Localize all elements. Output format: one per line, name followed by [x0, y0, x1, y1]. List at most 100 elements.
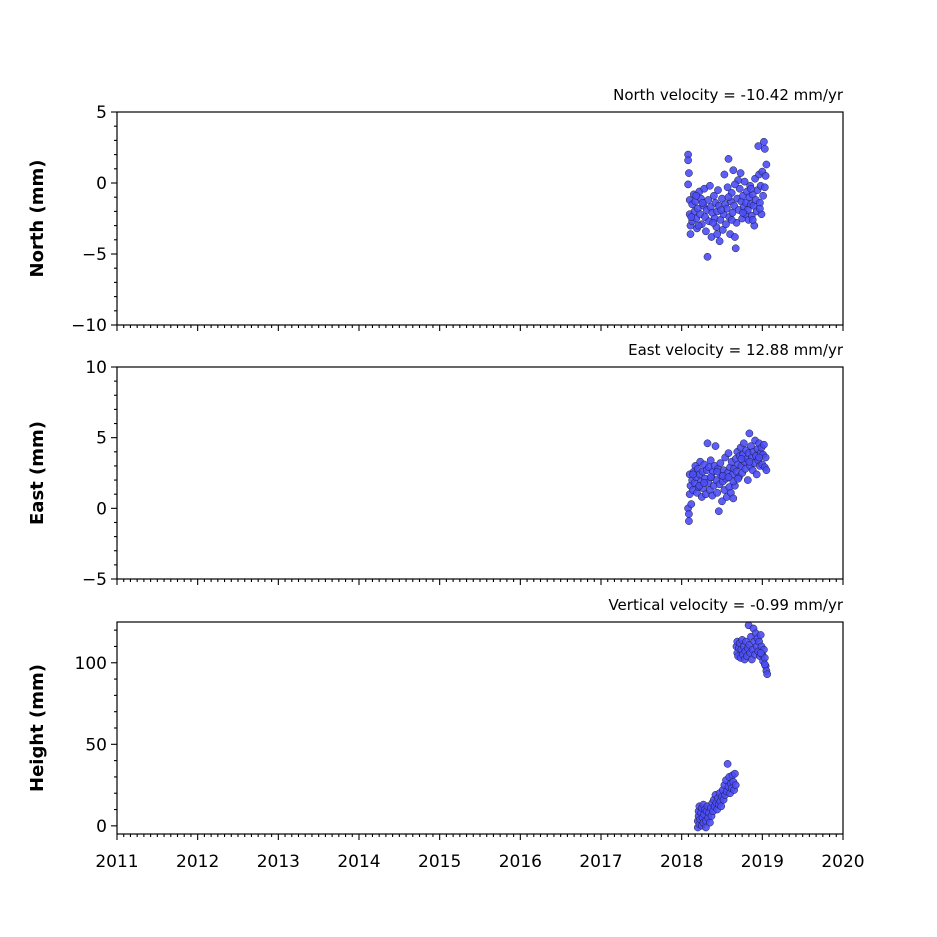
- north-data-point: [706, 181, 714, 190]
- x-tick-label: 2020: [821, 852, 864, 872]
- north-y-tick-label: −10: [71, 316, 107, 336]
- north-data-point: [722, 220, 730, 229]
- east-y-tick-label: 5: [96, 429, 107, 449]
- east-data-point: [739, 439, 748, 448]
- north-data-point: [761, 172, 770, 180]
- height-y-tick-label: 0: [96, 817, 107, 837]
- north-data-point: [685, 169, 693, 177]
- x-tick-label: 2018: [660, 852, 703, 872]
- north-data-point: [684, 180, 692, 189]
- east-y-tick-label: 10: [85, 358, 107, 378]
- east-data-point: [714, 507, 723, 516]
- height-data-point: [731, 781, 740, 789]
- east-data-point: [761, 453, 770, 462]
- east-data-point: [729, 494, 738, 503]
- north-data-point: [728, 208, 737, 217]
- north-data-point: [727, 216, 736, 224]
- east-data-point: [689, 470, 697, 479]
- east-data-point: [687, 500, 696, 508]
- north-data-point: [730, 201, 738, 210]
- height-data-point: [723, 760, 732, 768]
- north-data-point: [731, 180, 739, 189]
- north-data-point: [756, 204, 764, 213]
- x-tick-label: 2019: [741, 852, 784, 872]
- north-y-tick-label: 5: [96, 103, 107, 123]
- height-data-point: [717, 802, 726, 811]
- east-data-point: [713, 488, 722, 497]
- north-data-point: [720, 170, 729, 179]
- height-y-tick-label: 100: [75, 654, 107, 674]
- north-data-point: [736, 169, 745, 177]
- north-data-point: [739, 208, 747, 217]
- east-data-point: [716, 459, 725, 467]
- north-data-point: [731, 244, 740, 253]
- height-data-point: [763, 670, 772, 679]
- north-data-point: [694, 221, 703, 230]
- north-data-point: [713, 230, 722, 238]
- x-tick-label: 2016: [499, 852, 542, 872]
- east-data-point: [743, 476, 752, 484]
- east-data-point: [685, 517, 693, 525]
- north-data-point: [760, 145, 769, 153]
- east-data-point: [703, 439, 712, 448]
- height-data-point: [731, 769, 739, 778]
- east-data-point: [762, 466, 771, 475]
- east-data-point: [745, 457, 754, 466]
- east-data-point: [760, 440, 768, 449]
- north-data-point: [714, 186, 722, 194]
- east-y-tick-label: 0: [96, 499, 107, 519]
- east-data-point: [713, 467, 722, 476]
- north-data-point: [724, 155, 733, 163]
- height-data-point: [760, 660, 769, 669]
- east-data-point: [737, 455, 746, 463]
- east-data-point: [755, 453, 763, 462]
- north-y-tick-label: 0: [96, 174, 107, 194]
- height-axis-label: Height (mm): [27, 664, 48, 792]
- x-tick-label: 2013: [257, 852, 300, 872]
- north-data-point: [740, 177, 749, 186]
- north-data-point: [715, 237, 724, 246]
- east-data-point: [700, 479, 709, 487]
- east-data-point: [745, 429, 754, 438]
- north-data-point: [723, 183, 732, 192]
- east-data-point: [711, 442, 720, 450]
- east-velocity-annotation: East velocity = 12.88 mm/yr: [628, 341, 844, 359]
- east-data-point: [685, 510, 693, 518]
- east-data-point: [752, 470, 761, 479]
- height-velocity-annotation: Vertical velocity = -0.99 mm/yr: [608, 596, 843, 614]
- x-tick-label: 2014: [337, 852, 380, 872]
- height-data-point: [706, 818, 714, 827]
- north-data-point: [760, 183, 769, 192]
- x-tick-label: 2012: [176, 852, 219, 872]
- height-y-tick-label: 50: [85, 735, 107, 755]
- east-data-point: [706, 456, 715, 465]
- x-tick-label: 2015: [418, 852, 461, 872]
- east-axis-label: East (mm): [27, 421, 48, 525]
- east-data-point: [724, 449, 733, 458]
- east-data-point: [734, 474, 742, 483]
- north-data-point: [692, 191, 701, 200]
- north-data-point: [724, 193, 733, 202]
- north-data-point: [709, 218, 717, 227]
- x-tick-label: 2017: [579, 852, 622, 872]
- north-data-point: [687, 213, 696, 221]
- east-data-point: [724, 473, 733, 482]
- north-velocity-annotation: North velocity = -10.42 mm/yr: [613, 86, 844, 104]
- east-data-point: [706, 473, 715, 482]
- north-data-point: [703, 252, 712, 261]
- east-y-tick-label: −5: [82, 570, 107, 590]
- north-y-tick-label: −5: [82, 245, 107, 265]
- north-data-point: [762, 160, 771, 169]
- north-data-point: [754, 142, 763, 150]
- north-axis-label: North (mm): [27, 160, 48, 278]
- north-data-point: [747, 184, 755, 193]
- height-data-point: [756, 631, 765, 639]
- north-data-point: [735, 184, 744, 193]
- north-data-point: [760, 137, 768, 146]
- north-data-point: [684, 156, 692, 165]
- north-data-point: [729, 166, 738, 175]
- east-data-point: [718, 497, 726, 506]
- height-data-point: [756, 649, 765, 657]
- north-data-point: [686, 230, 695, 238]
